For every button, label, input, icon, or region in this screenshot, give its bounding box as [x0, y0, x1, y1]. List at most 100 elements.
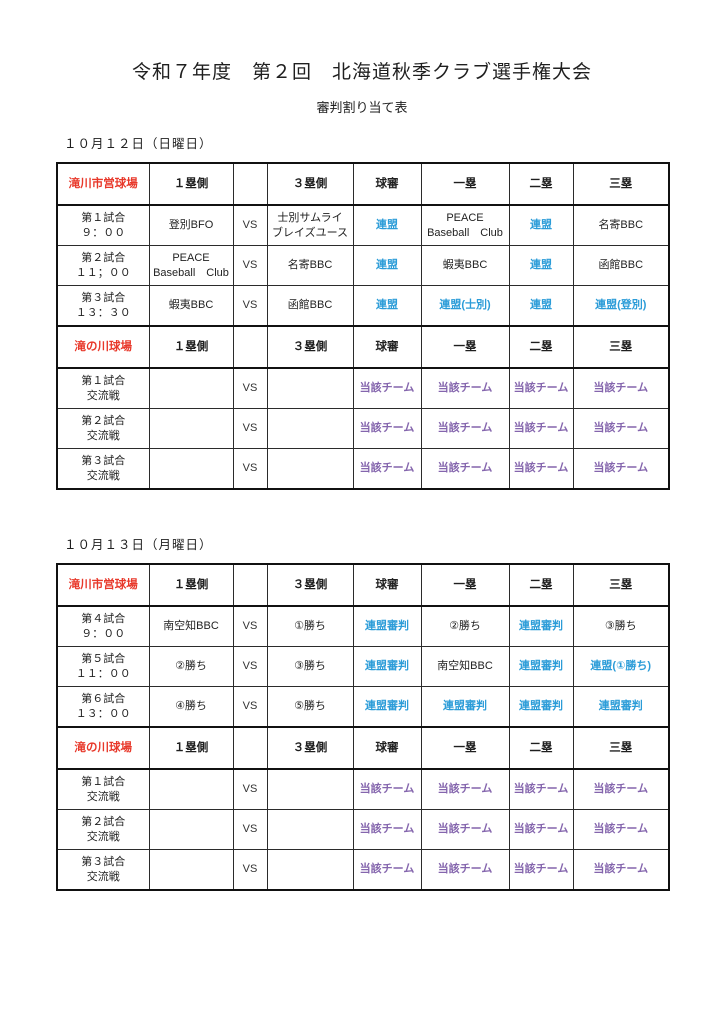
- umpire-cell: 連盟: [508, 245, 574, 286]
- game-cell: 第２試合 １１；００: [56, 245, 150, 286]
- column-header: １塁側: [148, 162, 234, 206]
- column-header: 二塁: [508, 563, 574, 607]
- umpire-table-day1: 滝川市営球場 １塁側 ３塁側 球審 一塁 二塁 三塁 第１試合 ９：００ 登別BFO VS 士別サム…: [56, 162, 670, 490]
- game-row: 第３試合 １３：３０ 蝦夷BBC VS 函館BBC 連盟 連盟(士別) 連盟 連盟(登別): [56, 285, 670, 327]
- column-header: 三塁: [572, 325, 670, 369]
- venue-header-row: 滝の川球場 １塁側 ３塁側 球審 一塁 二塁 三塁: [56, 325, 670, 369]
- umpire-cell: 南空知BBC: [420, 646, 510, 687]
- umpire-cell: ③勝ち: [572, 605, 670, 647]
- page-title: 令和７年度 第２回 北海道秋季クラブ選手権大会: [131, 62, 592, 83]
- game-row: 第６試合 １３：００ ④勝ち VS ⑤勝ち 連盟審判 連盟審判 連盟審判 連盟審判: [56, 686, 670, 728]
- game-row: 第１試合 交流戦 VS 当該チーム 当該チーム 当該チーム 当該チーム: [56, 367, 670, 409]
- umpire-cell: 連盟: [352, 285, 422, 327]
- umpire-cell: 当該チーム: [352, 849, 422, 891]
- away-team-cell: 士別サムライ ブレイズユース: [266, 204, 354, 246]
- umpire-cell: 当該チーム: [352, 367, 422, 409]
- umpire-cell: 当該チーム: [420, 809, 510, 850]
- column-header: 三塁: [572, 162, 670, 206]
- away-team-cell: [266, 367, 354, 409]
- umpire-cell: 連盟: [352, 245, 422, 286]
- game-row: 第１試合 交流戦 VS 当該チーム 当該チーム 当該チーム 当該チーム: [56, 768, 670, 810]
- home-team-cell: [148, 408, 234, 449]
- column-header: 二塁: [508, 325, 574, 369]
- umpire-cell: 当該チーム: [572, 367, 670, 409]
- umpire-cell: 当該チーム: [508, 408, 574, 449]
- column-header: [232, 325, 268, 369]
- game-cell: 第６試合 １３：００: [56, 686, 150, 728]
- home-team-cell: [148, 768, 234, 810]
- umpire-cell: 当該チーム: [508, 367, 574, 409]
- venue-header: 滝の川球場: [56, 726, 150, 770]
- game-cell: 第１試合 交流戦: [56, 367, 150, 409]
- home-team-cell: [148, 849, 234, 891]
- umpire-cell: PEACE Baseball Club: [420, 204, 510, 246]
- away-team-cell: [266, 408, 354, 449]
- game-row: 第２試合 交流戦 VS 当該チーム 当該チーム 当該チーム 当該チーム: [56, 809, 670, 850]
- away-team-cell: 函館BBC: [266, 285, 354, 327]
- vs-cell: VS: [232, 768, 268, 810]
- umpire-cell: 連盟(①勝ち): [572, 646, 670, 687]
- vs-cell: VS: [232, 245, 268, 286]
- away-team-cell: [266, 768, 354, 810]
- umpire-cell: 連盟: [508, 285, 574, 327]
- game-row: 第２試合 交流戦 VS 当該チーム 当該チーム 当該チーム 当該チーム: [56, 408, 670, 449]
- game-cell: 第３試合 １３：３０: [56, 285, 150, 327]
- home-team-cell: [148, 367, 234, 409]
- vs-cell: VS: [232, 686, 268, 728]
- vs-cell: VS: [232, 809, 268, 850]
- vs-cell: VS: [232, 204, 268, 246]
- vs-cell: VS: [232, 849, 268, 891]
- home-team-cell: PEACE Baseball Club: [148, 245, 234, 286]
- vs-cell: VS: [232, 448, 268, 490]
- column-header: [232, 563, 268, 607]
- away-team-cell: [266, 448, 354, 490]
- umpire-cell: 当該チーム: [420, 367, 510, 409]
- vs-cell: VS: [232, 367, 268, 409]
- umpire-cell: 当該チーム: [352, 768, 422, 810]
- away-team-cell: [266, 809, 354, 850]
- venue-header-row: 滝川市営球場 １塁側 ３塁側 球審 一塁 二塁 三塁: [56, 162, 670, 206]
- game-cell: 第２試合 交流戦: [56, 809, 150, 850]
- umpire-cell: 当該チーム: [508, 849, 574, 891]
- umpire-cell: 連盟審判: [352, 605, 422, 647]
- away-team-cell: ⑤勝ち: [266, 686, 354, 728]
- home-team-cell: ④勝ち: [148, 686, 234, 728]
- column-header: 球審: [352, 726, 422, 770]
- vs-cell: VS: [232, 605, 268, 647]
- column-header: ３塁側: [266, 563, 354, 607]
- column-header: １塁側: [148, 726, 234, 770]
- umpire-cell: 当該チーム: [572, 408, 670, 449]
- game-cell: 第４試合 ９：００: [56, 605, 150, 647]
- column-header: [232, 162, 268, 206]
- umpire-cell: 当該チーム: [572, 768, 670, 810]
- umpire-cell: 連盟審判: [508, 605, 574, 647]
- column-header: 二塁: [508, 162, 574, 206]
- umpire-cell: 当該チーム: [572, 809, 670, 850]
- umpire-cell: 連盟審判: [572, 686, 670, 728]
- venue-header-row: 滝川市営球場 １塁側 ３塁側 球審 一塁 二塁 三塁: [56, 563, 670, 607]
- umpire-cell: 連盟(登別): [572, 285, 670, 327]
- home-team-cell: [148, 809, 234, 850]
- umpire-cell: 当該チーム: [420, 768, 510, 810]
- column-header: 一塁: [420, 325, 510, 369]
- column-header: 一塁: [420, 162, 510, 206]
- umpire-cell: 連盟審判: [352, 686, 422, 728]
- umpire-table-day2: 滝川市営球場 １塁側 ３塁側 球審 一塁 二塁 三塁 第４試合 ９：００ 南空知BBC VS ①勝ち…: [56, 563, 670, 891]
- home-team-cell: ②勝ち: [148, 646, 234, 687]
- venue-header: 滝川市営球場: [56, 162, 150, 206]
- column-header: ３塁側: [266, 325, 354, 369]
- umpire-cell: 連盟(士別): [420, 285, 510, 327]
- game-cell: 第２試合 交流戦: [56, 408, 150, 449]
- game-cell: 第１試合 交流戦: [56, 768, 150, 810]
- umpire-cell: 当該チーム: [508, 448, 574, 490]
- vs-cell: VS: [232, 285, 268, 327]
- game-row: 第５試合 １１：００ ②勝ち VS ③勝ち 連盟審判 南空知BBC 連盟審判 連盟(①勝ち): [56, 646, 670, 687]
- column-header: 一塁: [420, 726, 510, 770]
- date-label-day2: １０月１３日（月曜日）: [64, 538, 213, 552]
- column-header: 球審: [352, 162, 422, 206]
- game-row: 第１試合 ９：００ 登別BFO VS 士別サムライ ブレイズユース 連盟 PEACE Ba…: [56, 204, 670, 246]
- game-cell: 第１試合 ９：００: [56, 204, 150, 246]
- umpire-cell: 当該チーム: [352, 408, 422, 449]
- home-team-cell: 蝦夷BBC: [148, 285, 234, 327]
- umpire-cell: 当該チーム: [508, 809, 574, 850]
